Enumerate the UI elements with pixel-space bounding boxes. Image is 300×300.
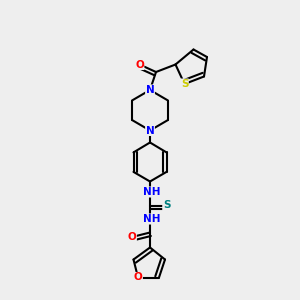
- Text: N: N: [146, 85, 154, 95]
- Text: N: N: [146, 125, 154, 136]
- Text: S: S: [181, 79, 188, 89]
- Text: O: O: [135, 59, 144, 70]
- Text: NH: NH: [143, 214, 160, 224]
- Text: NH: NH: [143, 187, 160, 197]
- Text: O: O: [134, 272, 142, 283]
- Text: O: O: [128, 232, 136, 242]
- Text: S: S: [163, 200, 170, 211]
